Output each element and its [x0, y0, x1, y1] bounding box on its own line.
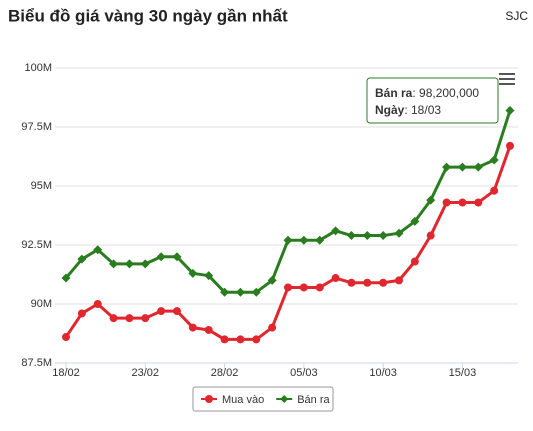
x-tick-label: 10/03 — [369, 367, 397, 379]
point — [378, 231, 388, 241]
point — [188, 323, 197, 332]
y-tick-label: 87.5M — [21, 357, 52, 369]
point — [251, 287, 261, 297]
chart-title: Biểu đồ giá vàng 30 ngày gần nhất — [8, 6, 288, 25]
point — [156, 252, 166, 262]
point — [93, 245, 103, 255]
point — [267, 275, 277, 285]
tooltip-text: Bán ra: 98,200,000 — [375, 86, 479, 100]
legend-label: Bán ra — [297, 394, 330, 406]
legend-box — [192, 386, 334, 412]
point — [220, 335, 229, 344]
point — [173, 307, 181, 316]
point — [363, 278, 372, 287]
x-tick-label: 15/03 — [449, 367, 477, 379]
point — [188, 268, 198, 278]
point — [331, 226, 341, 236]
tooltip-run: : 98,200,000 — [412, 86, 479, 100]
point — [299, 283, 308, 292]
point — [442, 162, 452, 172]
point — [410, 216, 420, 226]
point — [204, 325, 213, 334]
point — [458, 198, 467, 207]
y-tick-label: 92.5M — [21, 239, 52, 251]
point — [157, 307, 166, 316]
point — [473, 162, 483, 172]
point — [141, 314, 150, 323]
point — [410, 257, 419, 266]
x-tick-label: 18/02 — [52, 367, 80, 379]
y-tick-label: 100M — [24, 62, 52, 74]
point — [315, 235, 325, 245]
point — [347, 278, 356, 287]
point — [284, 283, 292, 292]
point — [379, 278, 388, 287]
point — [62, 333, 70, 342]
point — [220, 287, 230, 297]
point — [457, 162, 467, 172]
y-tick-label: 90M — [31, 298, 52, 310]
point — [268, 323, 277, 332]
point — [474, 198, 483, 207]
point — [204, 271, 214, 281]
point — [124, 259, 134, 269]
legend-marker — [280, 395, 289, 403]
x-tick-label: 05/03 — [290, 367, 318, 379]
point — [506, 141, 514, 150]
point — [140, 259, 150, 269]
point — [395, 276, 403, 285]
tooltip-run: Ngày — [375, 103, 405, 117]
x-tick-label: 28/02 — [211, 367, 239, 379]
point — [505, 105, 515, 115]
legend-label: Mua vào — [222, 394, 264, 406]
point — [331, 274, 340, 283]
point — [236, 335, 245, 344]
y-tick-label: 95M — [31, 180, 52, 192]
point — [77, 254, 87, 264]
source: SJC — [505, 9, 528, 23]
point — [109, 259, 119, 269]
point — [109, 314, 118, 323]
point — [235, 287, 245, 297]
point — [125, 314, 134, 323]
point — [489, 155, 499, 165]
point — [442, 198, 451, 207]
tooltip-box — [366, 77, 499, 124]
tooltip-run: Bán ra — [375, 86, 413, 100]
tooltip-run: : 18/03 — [404, 103, 441, 117]
point — [283, 235, 293, 245]
point — [299, 235, 309, 245]
point — [346, 231, 356, 241]
menu-icon[interactable] — [499, 73, 515, 85]
point — [77, 309, 86, 318]
tooltip-text: Ngày: 18/03 — [375, 103, 441, 117]
point — [93, 300, 102, 308]
point — [426, 231, 435, 240]
legend-marker — [205, 395, 213, 403]
point — [394, 228, 404, 238]
point — [252, 335, 261, 344]
point — [172, 252, 182, 262]
point — [490, 186, 499, 195]
point — [61, 273, 71, 283]
y-tick-label: 97.5M — [21, 121, 52, 133]
point — [426, 195, 436, 205]
point — [315, 283, 324, 292]
point — [362, 231, 372, 241]
x-tick-label: 23/02 — [132, 367, 160, 379]
